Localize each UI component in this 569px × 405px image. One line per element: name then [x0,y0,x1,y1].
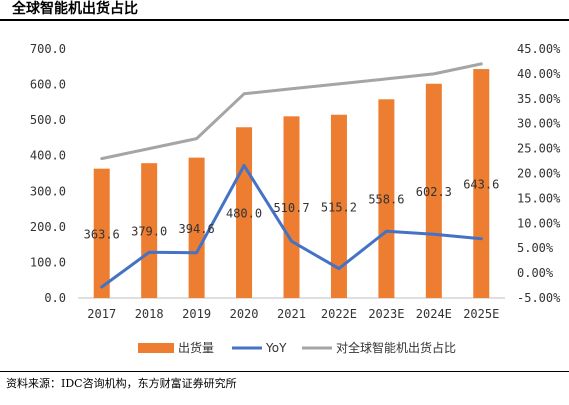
y-left-tick-label: 0.0 [44,291,66,305]
bar-shipments [330,114,347,299]
legend-label-global-share: 对全球智能机出货占比 [336,340,456,355]
y-left-tick-label: 100.0 [30,255,66,269]
legend-label-yoy: YoY [265,341,287,355]
x-tick-label: 2025E [463,307,499,321]
bar-data-label: 379.0 [131,225,167,239]
bar-shipments [283,116,300,298]
bar-data-label: 558.6 [368,193,404,207]
x-tick-label: 2020 [230,307,259,321]
bar-shipments [141,163,158,298]
x-tick-label: 2021 [277,307,306,321]
x-tick-label: 2018 [135,307,164,321]
bar-data-label: 363.6 [84,227,120,241]
y-right-tick-label: -5.00% [517,291,561,305]
y-left-tick-label: 200.0 [30,220,66,234]
x-tick-label: 2024E [416,307,452,321]
y-left-tick-label: 300.0 [30,184,66,198]
bar-data-label: 394.6 [179,222,215,236]
y-right-tick-label: 0.00% [517,266,554,280]
y-right-tick-label: 25.00% [517,142,561,156]
bar-shipments [188,157,205,298]
x-tick-label: 2017 [87,307,116,321]
source-note: 资料来源：IDC咨询机构，东方财富证券研究所 [6,377,237,390]
bar-data-label: 515.2 [321,200,357,214]
source-rule [0,371,569,372]
y-right-tick-label: 45.00% [517,42,561,56]
y-right-tick-label: 20.00% [517,167,561,181]
y-right-tick-label: 5.00% [517,241,554,255]
bar-shipments [425,83,442,298]
x-tick-label: 2022E [321,307,357,321]
line-yoy [100,164,483,289]
line-global-share [100,62,483,161]
bar-shipments [473,69,490,298]
title-rule [0,19,569,21]
legend-swatch-shipments [138,343,174,353]
y-left-tick-label: 400.0 [30,149,66,163]
y-left-tick-label: 700.0 [30,42,66,56]
chart-area: 0.0 100.0 200.0 300.0 400.0 500.0 600.0 700.0 -5… [30,42,561,355]
bar-data-label: 480.0 [226,207,262,221]
y-left-tick-label: 600.0 [30,78,66,92]
chart-title: 全球智能机出货占比 [12,1,138,17]
x-tick-label: 2019 [182,307,211,321]
y-left-tick-label: 500.0 [30,113,66,127]
legend-label-shipments: 出货量 [178,340,214,355]
y-right-tick-label: 10.00% [517,216,561,230]
y-right-tick-label: 40.00% [517,67,561,81]
bar-data-label: 510.7 [273,201,309,215]
bar-data-label: 643.6 [463,178,499,192]
y-right-tick-label: 30.00% [517,117,561,131]
x-tick-label: 2023E [368,307,404,321]
y-right-tick-label: 15.00% [517,191,561,205]
bar-data-label: 602.3 [416,185,452,199]
bar-shipments [378,99,395,298]
bar-shipments [93,168,110,298]
y-right-tick-label: 35.00% [517,92,561,106]
